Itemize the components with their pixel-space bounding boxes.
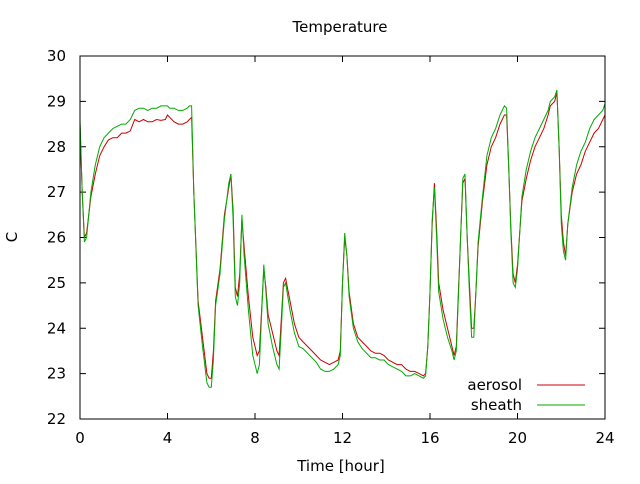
legend-label-aerosol: aerosol bbox=[467, 376, 522, 394]
series-lines bbox=[79, 89, 606, 388]
y-tick-label: 28 bbox=[47, 138, 66, 156]
y-tick-label: 30 bbox=[47, 47, 66, 65]
x-tick-label: 12 bbox=[333, 429, 352, 447]
y-tick-label: 25 bbox=[47, 274, 66, 292]
y-tick-label: 24 bbox=[47, 319, 66, 337]
axes: 0 4 8 12 16 20 24 22 23 24 25 26 27 28 29 30 bbox=[47, 47, 615, 447]
legend-label-sheath: sheath bbox=[471, 396, 522, 414]
x-tick-label: 24 bbox=[595, 429, 614, 447]
y-tick-label: 29 bbox=[47, 92, 66, 110]
plot-frame bbox=[79, 55, 606, 420]
x-tick-label: 4 bbox=[163, 429, 173, 447]
y-tick-label: 27 bbox=[47, 183, 66, 201]
x-tick-label: 0 bbox=[75, 429, 85, 447]
x-axis-label: Time [hour] bbox=[296, 457, 385, 475]
y-tick-label: 22 bbox=[47, 410, 66, 428]
legend: aerosol sheath bbox=[467, 376, 585, 414]
x-tick-label: 16 bbox=[420, 429, 439, 447]
y-tick-label: 26 bbox=[47, 229, 66, 247]
y-tick-label: 23 bbox=[47, 365, 66, 383]
chart-title: Temperature bbox=[291, 18, 387, 36]
series-line-sheath bbox=[79, 89, 606, 388]
x-tick-label: 20 bbox=[508, 429, 527, 447]
x-tick-label: 8 bbox=[250, 429, 260, 447]
y-axis-label: C bbox=[3, 232, 21, 242]
